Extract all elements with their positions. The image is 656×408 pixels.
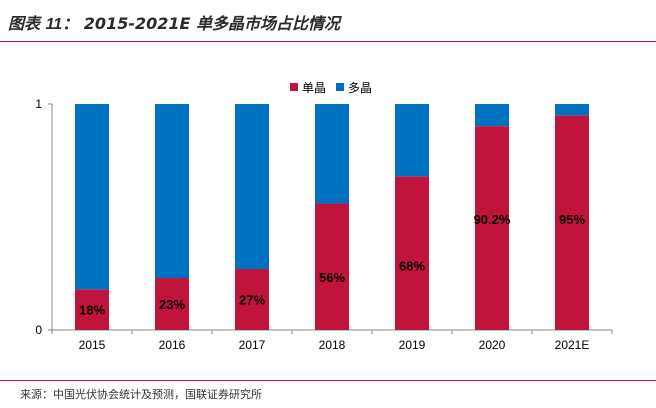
data-label-2021E: 95%: [559, 212, 585, 227]
data-label-2018: 56%: [319, 270, 345, 285]
x-tick-label-2015: 2015: [79, 338, 106, 352]
bar-multi-2020: [475, 104, 509, 127]
bar-mono-2016: [155, 278, 189, 330]
bar-multi-2018: [315, 104, 349, 204]
title-prefix: 图表: [8, 14, 41, 33]
top-rule: [0, 41, 656, 42]
x-tick-label-2021E: 2021E: [555, 338, 590, 352]
bar-multi-2021E: [555, 104, 589, 116]
bars: [75, 104, 589, 330]
x-tick-label-2020: 2020: [479, 338, 506, 352]
bar-mono-2020: [475, 126, 509, 330]
labels: 2015 2016 2017 2018 2019 2020 2021E 18% 23% 27% 56…: [79, 212, 590, 352]
x-tick-label-2017: 2017: [239, 338, 266, 352]
chart-header: 图表 11： 2015-2021E 单多晶市场占比情况: [0, 0, 656, 42]
data-label-2019: 68%: [399, 258, 425, 273]
bar-mono-2019: [395, 176, 429, 330]
bar-multi-2016: [155, 104, 189, 279]
title-number: 11：: [45, 16, 79, 33]
y-tick-label: 1: [35, 97, 42, 111]
x-tick-label-2018: 2018: [319, 338, 346, 352]
y-tick-label: 0: [35, 323, 42, 337]
chart-title: 图表 11： 2015-2021E 单多晶市场占比情况: [8, 10, 340, 34]
data-label-2016: 23%: [159, 297, 185, 312]
bar-mono-2021E: [555, 115, 589, 330]
bar-multi-2019: [395, 104, 429, 177]
bar-multi-2015: [75, 104, 109, 290]
bar-mono-2017: [235, 268, 269, 330]
legend-label-multi: 多晶: [348, 81, 372, 95]
data-label-2020: 90.2%: [474, 212, 511, 227]
bar-mono-2018: [315, 203, 349, 330]
x-tick-label-2016: 2016: [159, 338, 186, 352]
title-text: 2015-2021E 单多晶市场占比情况: [83, 14, 341, 33]
legend-swatch-multi: [336, 83, 344, 91]
bar-mono-2015: [75, 289, 109, 330]
source-note: 来源：中国光伏协会统计及预测，国联证券研究所: [20, 388, 262, 401]
legend-label-mono: 单晶: [302, 81, 326, 95]
legend: 单晶 多晶: [290, 81, 372, 95]
legend-swatch-mono: [290, 83, 298, 91]
data-label-2017: 27%: [239, 292, 265, 307]
data-label-2015: 18%: [79, 303, 105, 318]
bottom-rule: [0, 380, 656, 381]
x-tick-label-2019: 2019: [399, 338, 426, 352]
bar-multi-2017: [235, 104, 269, 269]
